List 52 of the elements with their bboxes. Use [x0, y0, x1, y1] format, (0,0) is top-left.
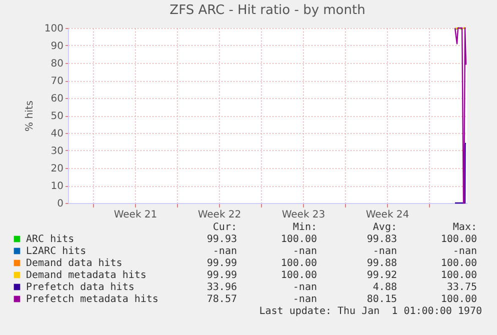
x-tick-label: Week 22	[198, 210, 242, 220]
text: 100.00	[280, 270, 317, 281]
text: 100.00	[280, 258, 317, 269]
text: 4.88	[372, 282, 397, 293]
text: 99.83	[366, 234, 397, 245]
y-tick-label: 90	[50, 41, 64, 52]
y-tick-label: 50	[50, 111, 64, 122]
legend-label: ARC hits	[26, 234, 74, 245]
legend-label: Demand metadata hits	[26, 270, 146, 281]
text: 80.15	[366, 294, 397, 305]
text: Max:	[452, 222, 477, 233]
legend-label: Prefetch data hits	[26, 282, 134, 293]
y-tick-label: 0	[57, 198, 64, 210]
x-tick-label: Week 24	[366, 210, 410, 220]
text: 100.00	[280, 234, 317, 245]
legend-label: L2ARC hits	[26, 246, 86, 257]
text: 99.99	[206, 270, 237, 281]
text: Min:	[292, 222, 317, 233]
y-axis-title: % hits	[24, 100, 36, 132]
text: -nan	[452, 246, 477, 257]
text: 99.92	[366, 270, 397, 281]
chart-title: ZFS ARC - Hit ratio - by month	[170, 3, 366, 18]
text: -nan	[212, 246, 237, 257]
text: 100.00	[440, 234, 477, 245]
y-tick-label: 80	[50, 58, 64, 70]
legend-label: Demand data hits	[26, 258, 122, 269]
text: -nan	[372, 246, 397, 257]
text: Avg:	[372, 222, 397, 233]
y-tick-label: 20	[50, 164, 64, 174]
y-tick-label: 100	[44, 24, 64, 34]
text: 33.96	[206, 282, 237, 293]
y-tick-label: 40	[50, 128, 64, 140]
text: -nan	[292, 294, 317, 305]
y-tick-label: 70	[50, 76, 64, 87]
text: Cur:	[212, 222, 237, 233]
text: Last update: Thu Jan 1 01:00:00 1970	[259, 306, 482, 317]
y-tick-label: 30	[50, 146, 64, 157]
text: 78.57	[206, 294, 237, 305]
y-tick-label: 10	[50, 181, 64, 192]
x-tick-label: Week 21	[114, 210, 158, 220]
legend-label: Prefetch metadata hits	[26, 294, 158, 305]
x-tick-label: Week 23	[282, 210, 326, 220]
y-tick-label: 60	[50, 94, 64, 104]
text: 100.00	[440, 258, 477, 269]
text: 33.75	[446, 282, 477, 293]
text: 99.99	[206, 258, 237, 269]
text: -nan	[292, 246, 317, 257]
text: 100.00	[440, 294, 477, 305]
text: 99.88	[366, 258, 397, 269]
text: -nan	[292, 282, 317, 293]
text: 99.93	[206, 234, 237, 245]
text: 100.00	[440, 270, 477, 281]
